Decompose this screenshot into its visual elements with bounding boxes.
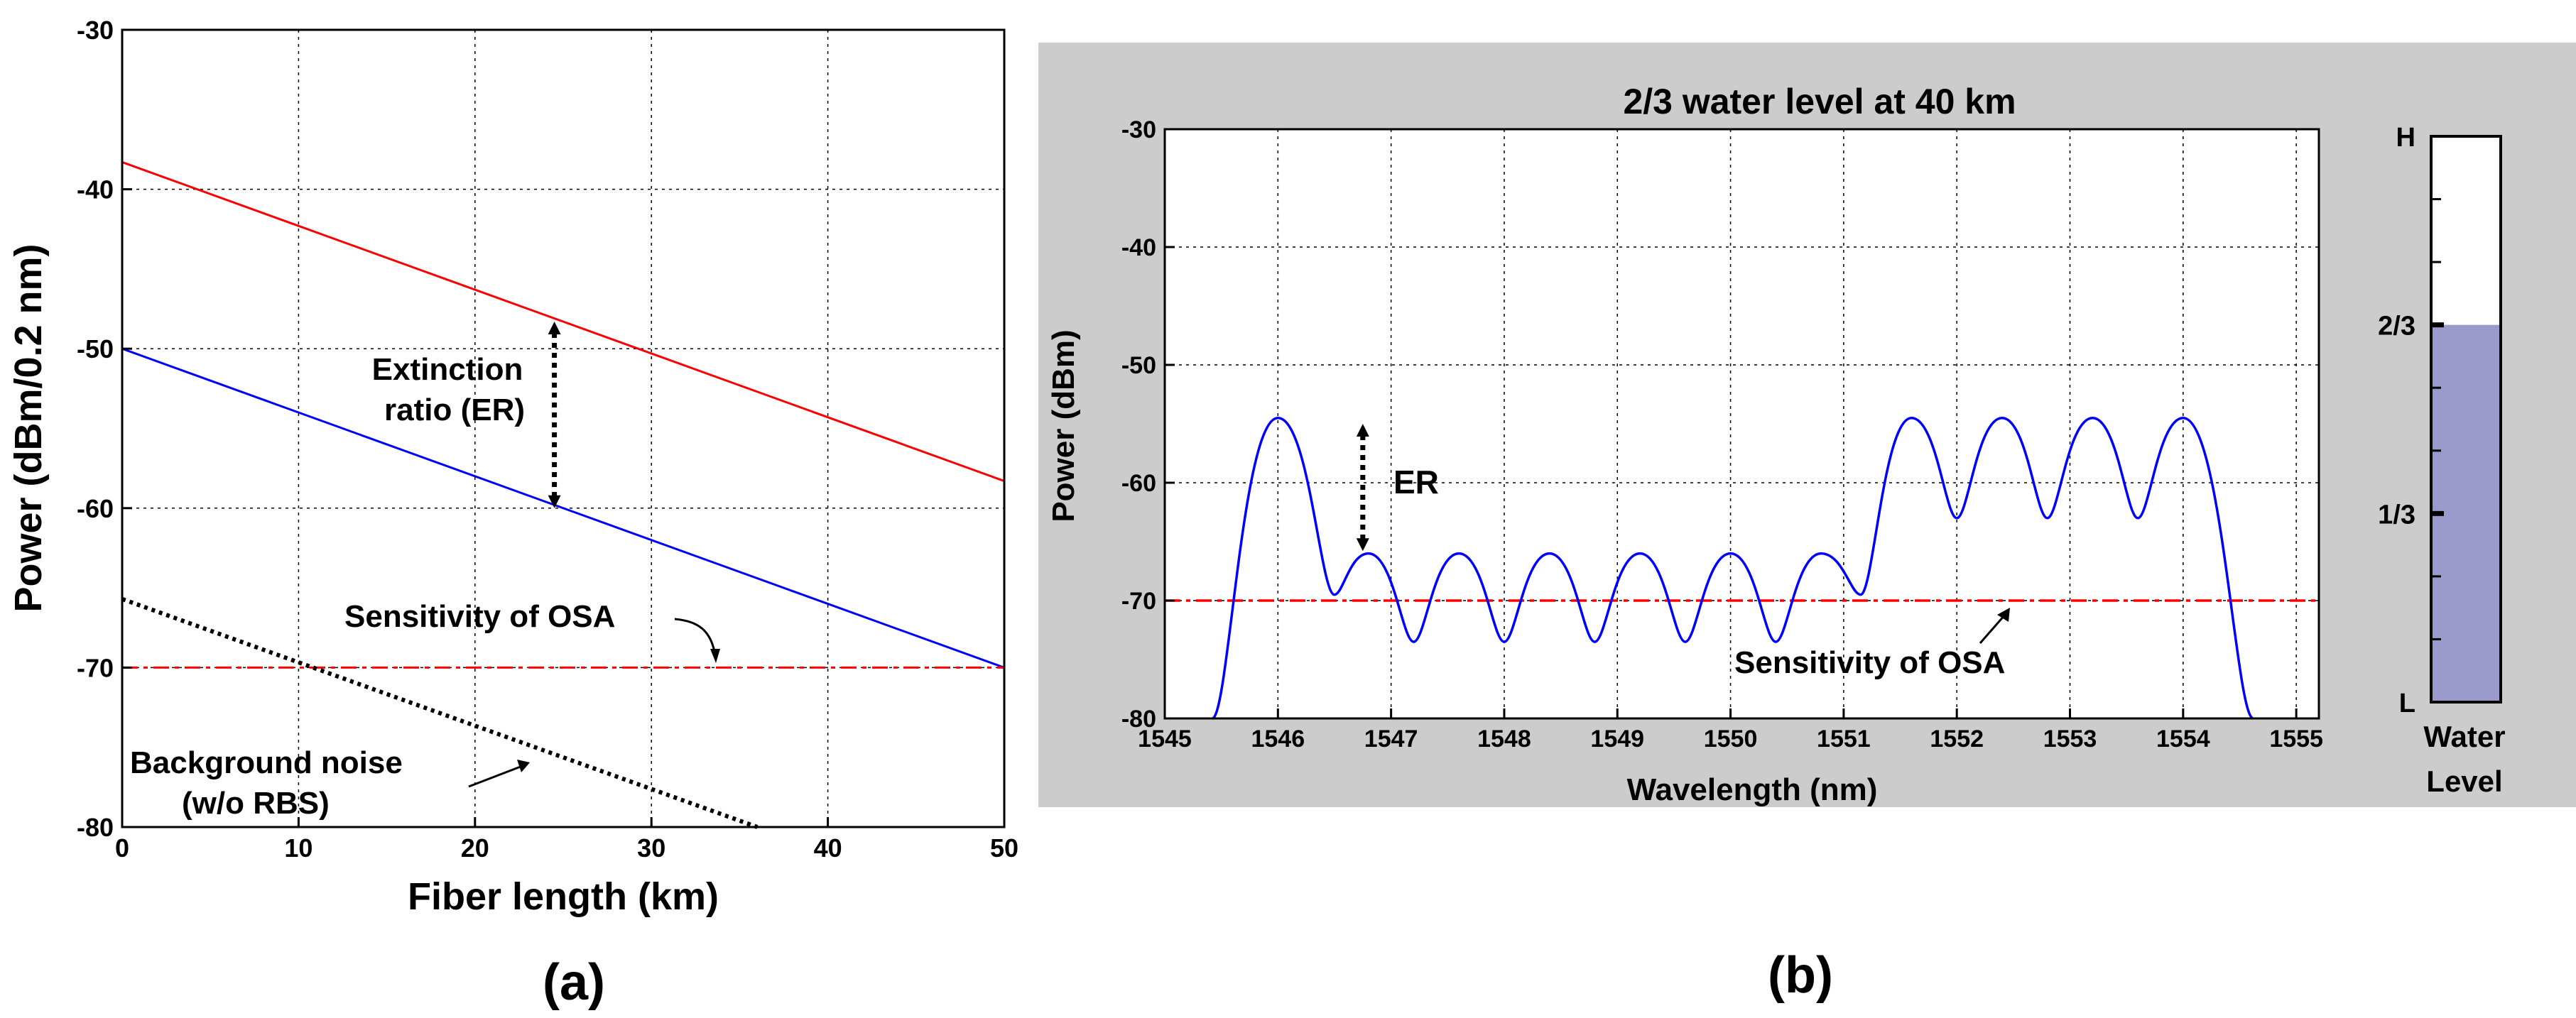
water-gauge-caption-line1: Water: [2423, 720, 2505, 753]
chart-a-ytick-label: -30: [77, 16, 114, 45]
chart-a-ytick-label: -40: [77, 175, 114, 204]
chart-a-xtick-label: 0: [115, 833, 129, 863]
chart-a-noise-pointer: [468, 764, 525, 788]
chart-a-plot-area: [122, 30, 1004, 827]
chart-b-xtick-label: 1549: [1590, 726, 1644, 752]
chart-a-xtick-label: 40: [814, 833, 842, 863]
chart-b-ytick-label: -30: [1121, 116, 1156, 143]
chart-b-xtick-label: 1547: [1364, 726, 1418, 752]
chart-a-xtick-label: 20: [461, 833, 489, 863]
chart-a-ytick-label: -50: [77, 334, 114, 363]
chart-b-ytick-label: -50: [1121, 352, 1156, 379]
chart-b-xtick-label: 1552: [1930, 726, 1984, 752]
chart-a-xtick-label: 10: [284, 833, 313, 863]
chart-a-ylabel: Power (dBm/0.2 nm): [7, 243, 50, 612]
chart-b-er-arrow-head-down: [1356, 538, 1369, 552]
chart-a-er-arrow: [548, 322, 561, 508]
chart-a-ytick-label: -80: [77, 813, 114, 842]
chart-b-sensitivity-label: Sensitivity of OSA: [1734, 645, 2005, 680]
chart-a-series-line-1: [121, 347, 1005, 669]
chart-b-xtick-label: 1548: [1477, 726, 1531, 752]
chart-a-axes-frame: [121, 28, 1006, 828]
chart-b: 2/3 water level at 40 km 1545 1546 1547 154…: [1038, 43, 2576, 1004]
water-gauge-outline: [2430, 135, 2502, 704]
chart-b-plot-area: [1165, 129, 2319, 718]
chart-a-ytick-label: -60: [77, 494, 114, 523]
chart-b-xtick-label: 1555: [2269, 726, 2323, 752]
chart-a-noise-arrowhead: [517, 760, 530, 772]
chart-a-xlabel: Fiber length (km): [408, 875, 719, 918]
chart-a-ticks: 0 10 20 30 40 50 -80 -70 -60 -50 -40 -30: [77, 16, 1018, 863]
water-gauge-ticks: H 2/3 1/3 L: [2378, 123, 2444, 718]
chart-a-er-arrow-head-up: [548, 322, 561, 335]
chart-b-er-arrow: [1356, 424, 1369, 552]
chart-b-xtick-label: 1553: [2043, 726, 2097, 752]
chart-a-panel-label: (a): [543, 954, 605, 1011]
chart-a-ytick-label: -70: [77, 653, 114, 682]
chart-b-ytick-label: -80: [1121, 706, 1156, 733]
chart-a-er-label-line1: Extinction: [372, 352, 523, 387]
chart-a-sensitivity-pointer: [674, 618, 716, 652]
chart-b-er-label: ER: [1393, 464, 1439, 500]
chart-b-ytick-label: -60: [1121, 470, 1156, 497]
chart-b-xtick-label: 1551: [1817, 726, 1871, 752]
chart-a-series-line-3: [121, 596, 759, 829]
water-gauge-label: L: [2399, 689, 2415, 718]
chart-b-sensitivity-pointer: [1979, 614, 2006, 644]
water-gauge-label: 1/3: [2378, 500, 2415, 530]
chart-a-noise-label-line2: (w/o RBS): [182, 786, 330, 821]
chart-b-xtick-label: 1550: [1704, 726, 1758, 752]
chart-b-panel-label: (b): [1768, 947, 1833, 1004]
water-level-gauge: H 2/3 1/3 L Water Level: [2378, 123, 2505, 798]
chart-b-sensitivity-arrowhead: [1997, 608, 2010, 622]
chart-a-xtick-label: 30: [637, 833, 665, 863]
chart-a-series: [121, 161, 1005, 829]
chart-b-ytick-label: -70: [1121, 588, 1156, 615]
chart-b-series: [1165, 416, 2319, 720]
chart-b-xtick-label: 1546: [1251, 726, 1305, 752]
chart-b-title: 2/3 water level at 40 km: [1623, 82, 2016, 121]
chart-a: 0 10 20 30 40 50 -80 -70 -60 -50 -40 -30 Extinction…: [7, 16, 1018, 1011]
chart-a-sensitivity-label: Sensitivity of OSA: [344, 599, 615, 634]
chart-a-series-line-0: [121, 161, 1005, 483]
chart-a-xtick-label: 50: [990, 833, 1018, 863]
chart-b-xtick-label: 1545: [1138, 726, 1192, 752]
chart-b-ticks: 1545 1546 1547 1548 1549 1550 1551 1552 1553 1554…: [1121, 116, 2323, 752]
chart-a-er-arrow-head-down: [548, 495, 561, 508]
chart-b-ytick-label: -40: [1121, 234, 1156, 261]
chart-a-er-label-line2: ratio (ER): [384, 393, 525, 427]
chart-b-ylabel: Power (dBm): [1046, 329, 1081, 522]
chart-a-sensitivity-arrowhead: [710, 649, 720, 663]
chart-b-xlabel: Wavelength (nm): [1627, 772, 1878, 807]
water-gauge-label: 2/3: [2378, 312, 2415, 341]
chart-b-axes-frame: [1163, 128, 2320, 720]
chart-b-spectrum-line: [1211, 416, 2254, 720]
water-gauge-caption-line2: Level: [2426, 765, 2502, 798]
chart-b-er-arrow-head-up: [1356, 424, 1369, 437]
chart-b-xtick-label: 1554: [2156, 726, 2210, 752]
chart-a-noise-label-line1: Background noise: [130, 745, 403, 780]
water-gauge-label: H: [2396, 123, 2415, 153]
